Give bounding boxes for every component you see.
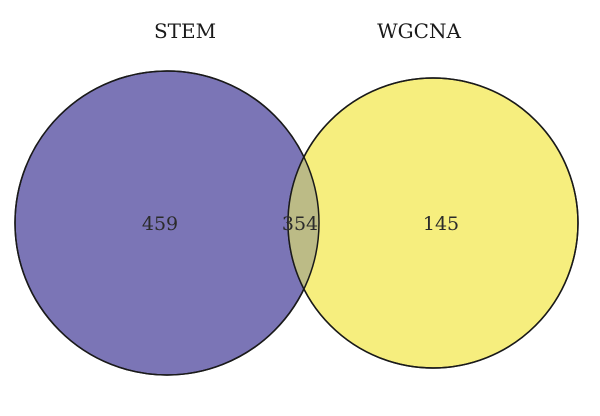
wgcna-outline bbox=[287, 77, 579, 369]
wgcna-only-count: 145 bbox=[423, 213, 459, 235]
stem-outline bbox=[14, 70, 320, 376]
wgcna-label: WGCNA bbox=[377, 19, 461, 43]
stem-label: STEM bbox=[154, 19, 216, 43]
intersection-count: 354 bbox=[282, 213, 318, 235]
stem-only-count: 459 bbox=[142, 213, 178, 235]
